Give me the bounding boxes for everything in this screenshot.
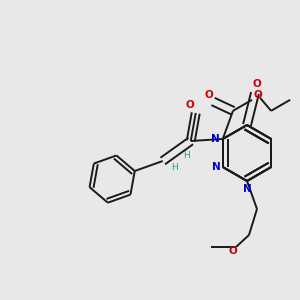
Text: O: O bbox=[254, 90, 262, 100]
Text: O: O bbox=[253, 79, 261, 89]
Text: O: O bbox=[185, 100, 194, 110]
Text: H: H bbox=[171, 164, 178, 172]
Text: O: O bbox=[205, 89, 213, 100]
Text: N: N bbox=[212, 134, 220, 144]
Text: N: N bbox=[212, 162, 221, 172]
Text: O: O bbox=[229, 246, 237, 256]
Text: H: H bbox=[183, 151, 190, 160]
Text: N: N bbox=[243, 184, 251, 194]
